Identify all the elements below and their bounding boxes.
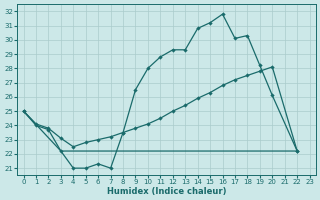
X-axis label: Humidex (Indice chaleur): Humidex (Indice chaleur): [107, 187, 226, 196]
